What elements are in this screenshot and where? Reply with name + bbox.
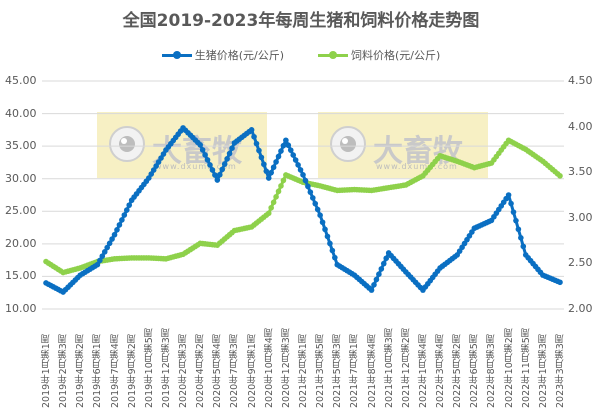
- legend: 生猪价格(元/公斤) 饲料价格(元/公斤): [0, 47, 602, 63]
- x-axis: 2019年1月第1周 2019年2月第3周 2019年4月第2周 2019年6月第1周…: [0, 312, 602, 412]
- x-axis-tick: 2020年2月第3周: [178, 333, 190, 408]
- right-axis-tick: 2.00: [568, 302, 593, 315]
- left-axis-tick: 45.00: [5, 74, 37, 87]
- right-axis-tick: 4.50: [568, 74, 593, 87]
- right-axis-tick: 3.50: [568, 165, 593, 179]
- pig-line-marker-icon: [161, 50, 192, 59]
- x-axis-tick: 2019年10月第5周: [143, 327, 155, 408]
- left-axis-tick: 35.00: [5, 139, 37, 153]
- left-axis-tick: 25.00: [5, 204, 37, 218]
- x-axis-tick: 2021年7月第1周: [349, 333, 361, 408]
- legend-item-feed[interactable]: 饲料价格(元/公斤): [318, 47, 440, 63]
- x-axis-tick: 2021年8月第4周: [366, 333, 378, 408]
- x-axis-tick: 2023年1月第3周: [537, 333, 549, 408]
- x-axis-tick: 2019年12月第3周: [160, 327, 172, 408]
- x-axis-tick: 2020年5月第4周: [212, 333, 224, 408]
- left-axis-tick: 15.00: [5, 269, 37, 283]
- x-axis-tick: 2021年5月第3周: [332, 333, 344, 408]
- watermark-logo-icon: [330, 126, 366, 162]
- x-axis-tick: 2022年1月第4周: [417, 333, 429, 408]
- watermark-url: www.dxumu.com: [376, 162, 458, 171]
- x-axis-tick: 2019年6月第1周: [92, 333, 104, 408]
- x-axis-tick: 2020年9月第1周: [246, 333, 258, 408]
- watermark-brand: 大畜牧: [373, 134, 463, 169]
- x-axis-tick: 2019年1月第1周: [41, 333, 52, 408]
- x-axis-tick: 2020年7月第3周: [229, 333, 241, 408]
- x-axis-tick: 2021年12月第2周: [400, 327, 412, 408]
- right-axis-tick: 3.00: [568, 210, 593, 224]
- left-axis-tick: 20.00: [5, 236, 37, 250]
- x-axis-tick: 2022年11月第5周: [520, 327, 532, 408]
- watermark-right: 大畜牧 www.dxumu.com: [318, 112, 488, 178]
- x-axis-tick: 2022年8月第3周: [486, 333, 498, 408]
- x-axis-tick: 2023年3月第3周: [555, 333, 566, 408]
- x-axis-tick: 2019年2月第3周: [58, 333, 70, 408]
- legend-item-pig[interactable]: 生猪价格(元/公斤): [161, 47, 284, 63]
- watermark-logo-icon: [109, 126, 145, 162]
- x-axis-tick: 2021年2月第1周: [298, 333, 309, 408]
- x-axis-tick: 2019年7月第4周: [109, 333, 121, 408]
- x-axis-tick: 2019年9月第2周: [126, 333, 138, 408]
- pig-price-line: [43, 125, 563, 295]
- x-axis-tick: 2022年3月第4周: [435, 333, 447, 408]
- left-axis-tick: 30.00: [5, 171, 37, 185]
- left-axis-tick: 40.00: [5, 106, 37, 120]
- legend-label-feed: 饲料价格(元/公斤): [351, 49, 441, 62]
- x-axis-tick: 2020年4月第2周: [195, 333, 207, 408]
- chart-title: 全国2019-2023年每周生猪和饲料价格走势图: [122, 11, 480, 31]
- x-axis-tick: 2020年12月第3周: [280, 327, 292, 408]
- x-axis-tick: 2021年3月第5周: [315, 333, 327, 408]
- x-axis-tick: 2022年6月第5周: [469, 333, 481, 408]
- x-axis-tick: 2020年10月第4周: [263, 327, 275, 408]
- left-axis-tick: 10.00: [5, 302, 37, 315]
- feed-price-line: [43, 137, 563, 276]
- watermark-url: www.dxumu.com: [155, 162, 237, 171]
- watermark-left: 大畜牧 www.dxumu.com: [97, 112, 267, 178]
- right-axis-tick: 4.00: [568, 119, 593, 133]
- x-axis-tick: 2021年10月第3周: [383, 327, 395, 408]
- feed-line-marker-icon: [318, 50, 348, 59]
- x-axis-tick: 2022年10月第2周: [503, 327, 515, 408]
- x-axis-tick: 2019年4月第2周: [75, 333, 87, 408]
- legend-label-pig: 生猪价格(元/公斤): [194, 49, 284, 62]
- right-axis-tick: 2.50: [568, 256, 593, 270]
- x-axis-tick: 2022年5月第2周: [452, 333, 464, 408]
